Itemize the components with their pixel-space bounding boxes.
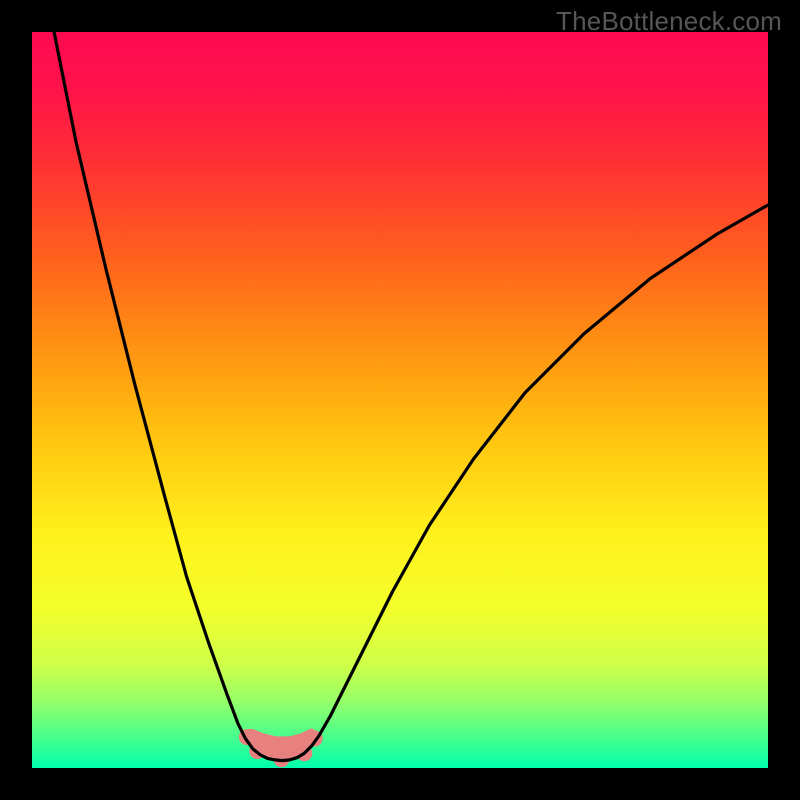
chart-area <box>32 32 768 768</box>
watermark-text: TheBottleneck.com <box>556 6 782 37</box>
bottleneck-curve <box>54 32 768 761</box>
chart-svg <box>32 32 768 768</box>
